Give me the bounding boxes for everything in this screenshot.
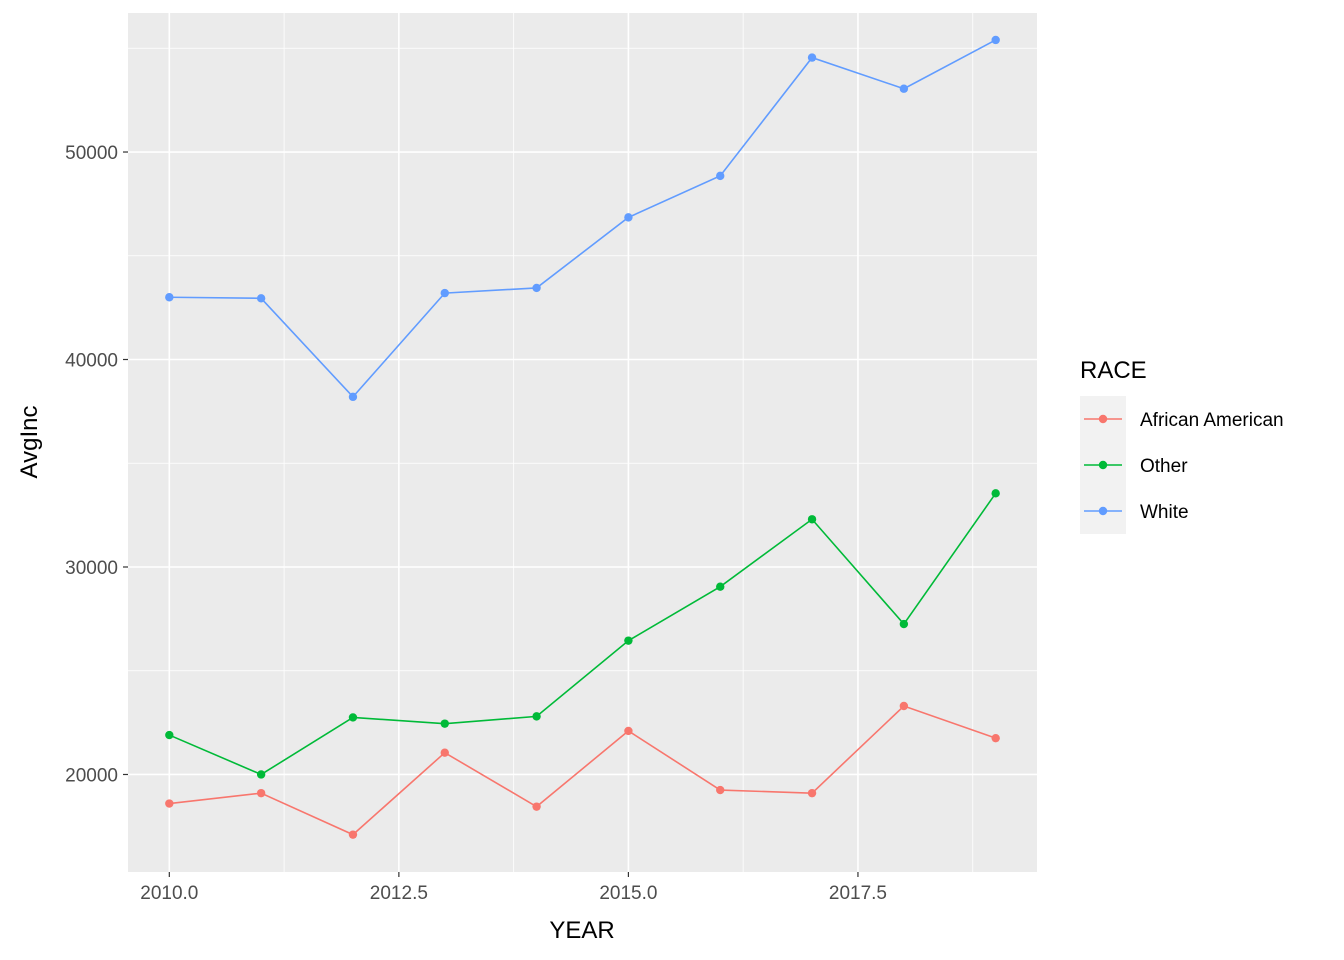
legend-label-other: Other (1140, 456, 1188, 477)
data-point-other (256, 770, 266, 779)
data-point-other (348, 713, 358, 722)
x-tick-label: 2017.5 (829, 883, 887, 904)
data-point-other (440, 719, 449, 728)
legend: RACE African American Other White (1080, 357, 1284, 534)
series-points (165, 35, 1000, 839)
data-point-african-american (991, 733, 1000, 743)
y-tick-label: 20000 (65, 765, 118, 786)
series-line-african-american (169, 705, 996, 836)
data-point-white (624, 213, 633, 222)
x-tick-label: 2015.0 (599, 883, 657, 904)
series-line-white (169, 39, 997, 399)
data-point-other (624, 636, 633, 645)
x-axis-title: YEAR (549, 917, 614, 944)
data-point-african-american (440, 748, 449, 757)
y-axis-ticks: 20000 30000 40000 50000 (65, 143, 128, 786)
series-lines (169, 39, 997, 836)
data-point-other (716, 582, 725, 591)
x-axis-ticks: 2010.0 2012.5 2015.0 2017.5 (140, 872, 887, 904)
data-point-african-american (165, 799, 174, 808)
data-point-white (440, 288, 449, 298)
data-point-white (991, 35, 1000, 45)
data-point-other (899, 619, 909, 629)
series-line-other (169, 492, 997, 776)
data-point-african-american (256, 788, 266, 798)
plot-panel (128, 13, 1037, 872)
data-point-african-american (532, 802, 541, 811)
data-point-white (899, 84, 909, 93)
data-point-other (532, 712, 541, 721)
data-point-african-american (807, 788, 817, 798)
y-tick-label: 40000 (65, 351, 118, 372)
y-tick-label: 30000 (65, 558, 118, 579)
data-point-african-american (899, 701, 909, 711)
data-point-white (256, 294, 266, 303)
data-point-african-american (716, 785, 725, 795)
legend-key-point-other (1098, 460, 1108, 470)
major-gridlines (128, 13, 1037, 872)
x-tick-label: 2012.5 (370, 883, 428, 904)
data-point-other (165, 730, 174, 740)
y-axis-title: AvgInc (16, 406, 43, 479)
data-point-other (991, 489, 1000, 498)
legend-items: African American Other White (1080, 396, 1284, 534)
legend-label-african-american: African American (1140, 410, 1284, 431)
y-tick-label: 50000 (65, 143, 118, 164)
data-point-white (716, 171, 725, 181)
legend-title: RACE (1080, 357, 1147, 384)
minor-gridlines (128, 13, 1037, 872)
data-point-white (348, 392, 358, 402)
data-point-african-american (624, 726, 633, 736)
x-tick-label: 2010.0 (140, 883, 198, 904)
data-point-african-american (348, 830, 358, 839)
legend-key-point-african-american (1098, 414, 1108, 424)
data-point-white (165, 293, 174, 302)
data-point-white (807, 53, 817, 62)
legend-key-point-white (1098, 506, 1108, 516)
data-point-white (532, 283, 541, 293)
data-point-other (807, 515, 817, 524)
legend-label-white: White (1140, 502, 1189, 523)
